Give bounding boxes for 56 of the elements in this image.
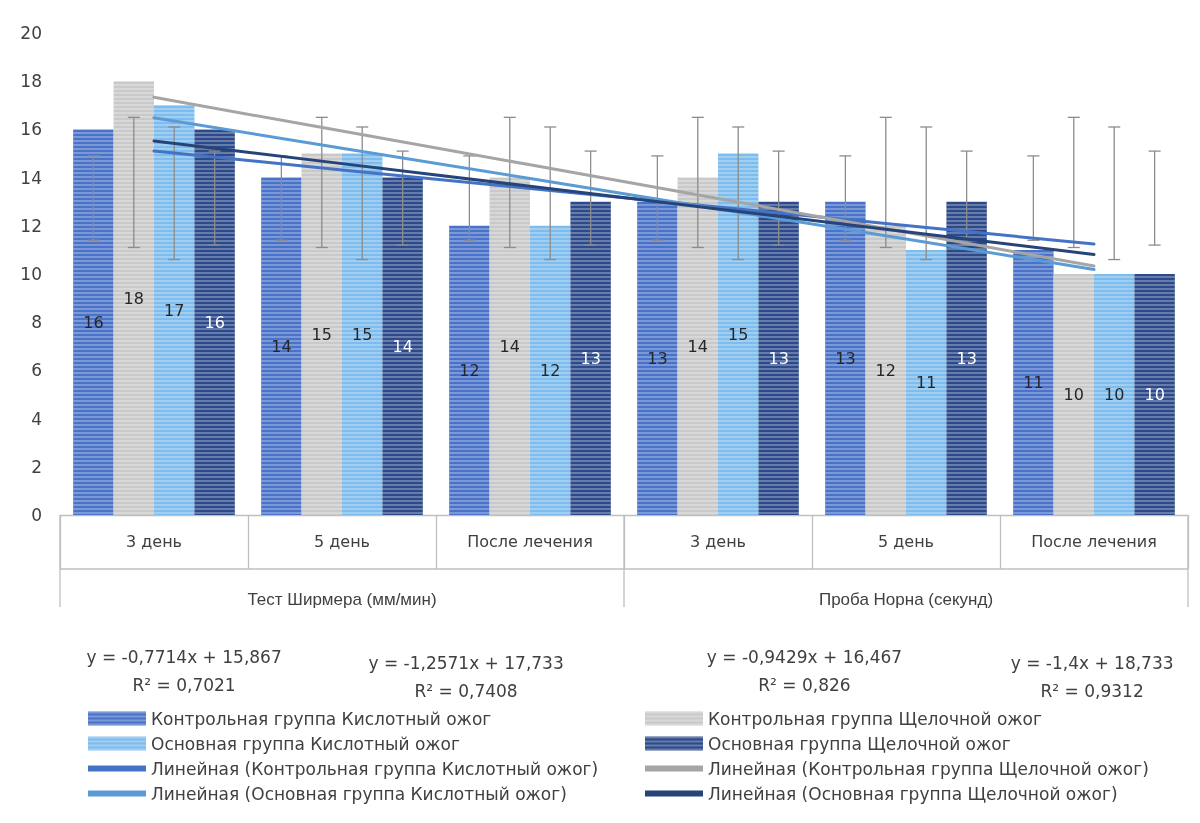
data-label: 14 (499, 336, 520, 356)
text: y = -0,9429x + 16,467 R² = 0,826 (706, 647, 903, 695)
data-label: 11 (916, 372, 937, 392)
data-label: 17 (164, 300, 185, 320)
x-tick-label: 5 день (313, 531, 371, 551)
data-label: 10 (1104, 385, 1125, 404)
data-label: 13 (835, 348, 856, 368)
legend-label: Основная группа Кислотный ожог (151, 733, 460, 754)
data-label: 16 (204, 312, 225, 332)
data-label: 13 (768, 348, 789, 368)
legend-label: Линейная (Основная группа Щелочной ожог) (708, 783, 1118, 804)
text: Тест Ширмера (мм/мин) (247, 590, 437, 609)
text: Проба Норна (секунд) (818, 590, 994, 609)
legend-label: Линейная (Основная группа Кислотный ожог) (151, 783, 567, 804)
legend-label: Основная группа Щелочной ожог (708, 733, 1011, 754)
y-tick-label: 18 (20, 71, 42, 92)
data-label: 12 (540, 360, 561, 380)
x-tick-label: 5 день (877, 531, 935, 551)
data-label: 14 (392, 336, 413, 356)
data-label: 18 (123, 288, 144, 308)
y-tick-label: 6 (31, 360, 42, 381)
data-label: 15 (728, 324, 749, 344)
y-tick-label: 0 (31, 505, 42, 525)
x-tick-label: 3 день (689, 531, 747, 551)
data-label: 12 (459, 360, 480, 380)
data-label: 13 (580, 348, 601, 368)
text: y = -1,2571x + 17,733 R² = 0,7408 (368, 653, 564, 701)
y-tick-label: 4 (31, 408, 42, 429)
data-label: 16 (83, 312, 104, 332)
data-label: 13 (956, 348, 977, 368)
y-tick-label: 20 (20, 23, 42, 43)
line-series (152, 139, 1096, 256)
data-label: 11 (1023, 372, 1044, 392)
y-tick-label: 8 (31, 312, 42, 333)
data-label: 10 (1063, 385, 1084, 404)
data-label: 10 (1144, 385, 1165, 404)
data-label: 14 (687, 336, 708, 356)
data-label: 15 (311, 324, 332, 344)
x-tick-label: После лечения (467, 531, 593, 551)
y-tick-label: 14 (20, 167, 42, 188)
x-tick-label: 3 день (125, 531, 183, 551)
y-tick-label: 10 (20, 264, 42, 284)
data-label: 15 (352, 324, 373, 344)
y-tick-label: 2 (31, 456, 42, 477)
y-tick-label: 16 (20, 119, 42, 140)
data-label: 12 (875, 360, 896, 380)
legend-label: Линейная (Контрольная группа Кислотный ожог) (151, 758, 599, 779)
text: y = -1,4x + 18,733 R² = 0,9312 (1010, 653, 1174, 701)
data-label: 14 (271, 336, 292, 356)
y-tick-label: 12 (20, 215, 42, 236)
data-label: 13 (647, 348, 668, 368)
x-tick-label: После лечения (1031, 531, 1157, 551)
legend-label: Линейная (Контрольная группа Щелочной ожог) (708, 758, 1149, 779)
text: y = -0,7714x + 15,867 R² = 0,7021 (86, 647, 282, 695)
legend-label: Контрольная группа Щелочной ожог (708, 708, 1043, 729)
legend-label: Контрольная группа Кислотный ожог (151, 708, 492, 729)
